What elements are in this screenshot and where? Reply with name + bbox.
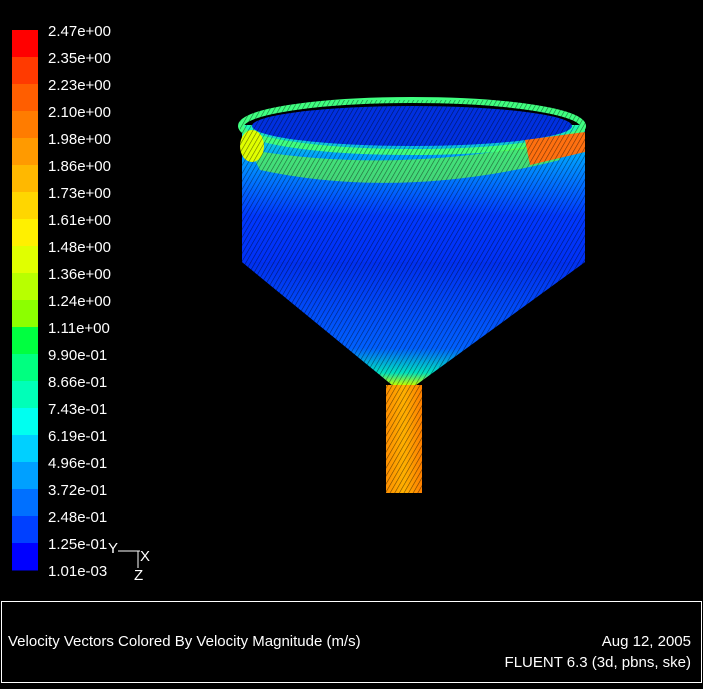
footer-box (1, 601, 702, 683)
colorbar-swatch (12, 84, 38, 112)
colorbar-swatch (12, 111, 38, 139)
vector-texture (240, 100, 590, 495)
footer-version: FLUENT 6.3 (3d, pbns, ske) (505, 654, 691, 671)
axis-y-label: Y (108, 540, 118, 557)
colorbar-swatch (12, 57, 38, 85)
colorbar-swatch (12, 300, 38, 328)
colorbar-label: 1.48e+00 (48, 239, 111, 256)
colorbar-label: 6.19e-01 (48, 428, 107, 445)
axis-x-label: X (140, 548, 150, 565)
colorbar-swatch (12, 462, 38, 490)
colorbar-label: 1.11e+00 (48, 320, 110, 337)
colorbar-label: 1.73e+00 (48, 185, 111, 202)
colorbar-label: 1.86e+00 (48, 158, 111, 175)
colorbar-swatch (12, 273, 38, 301)
colorbar-swatch (12, 489, 38, 517)
colorbar-label: 1.61e+00 (48, 212, 111, 229)
colorbar-swatch (12, 354, 38, 382)
colorbar-label: 8.66e-01 (48, 374, 107, 391)
colorbar-label: 7.43e-01 (48, 401, 107, 418)
colorbar-swatch (12, 408, 38, 436)
colorbar-label: 2.10e+00 (48, 104, 111, 121)
axis-z-label: Z (134, 567, 143, 584)
colorbar-swatch (12, 381, 38, 409)
colorbar-label: 2.23e+00 (48, 77, 111, 94)
colorbar-label: 1.24e+00 (48, 293, 111, 310)
colorbar-label: 1.25e-01 (48, 536, 107, 553)
colorbar-swatch (12, 30, 38, 58)
colorbar-swatch (12, 327, 38, 355)
colorbar-swatch (12, 246, 38, 274)
colorbar-label: 4.96e-01 (48, 455, 107, 472)
footer-title: Velocity Vectors Colored By Velocity Mag… (8, 633, 361, 650)
colorbar-label: 1.98e+00 (48, 131, 111, 148)
colorbar-label: 9.90e-01 (48, 347, 107, 364)
footer-date: Aug 12, 2005 (602, 633, 691, 650)
colorbar-label: 2.47e+00 (48, 23, 111, 40)
colorbar-label: 3.72e-01 (48, 482, 107, 499)
colorbar-swatch (12, 192, 38, 220)
colorbar-swatch (12, 543, 38, 571)
colorbar-label: 1.36e+00 (48, 266, 111, 283)
colorbar-swatch (12, 435, 38, 463)
colorbar-swatch (12, 165, 38, 193)
colorbar-swatch (12, 516, 38, 544)
funnel-render (238, 97, 590, 495)
colorbar-swatch (12, 138, 38, 166)
colorbar-label: 2.35e+00 (48, 50, 111, 67)
axis-triad: Y X Z (108, 540, 150, 584)
colorbar-label: 2.48e-01 (48, 509, 107, 526)
colorbar-label: 1.01e-03 (48, 563, 107, 580)
colorbar-swatch (12, 219, 38, 247)
